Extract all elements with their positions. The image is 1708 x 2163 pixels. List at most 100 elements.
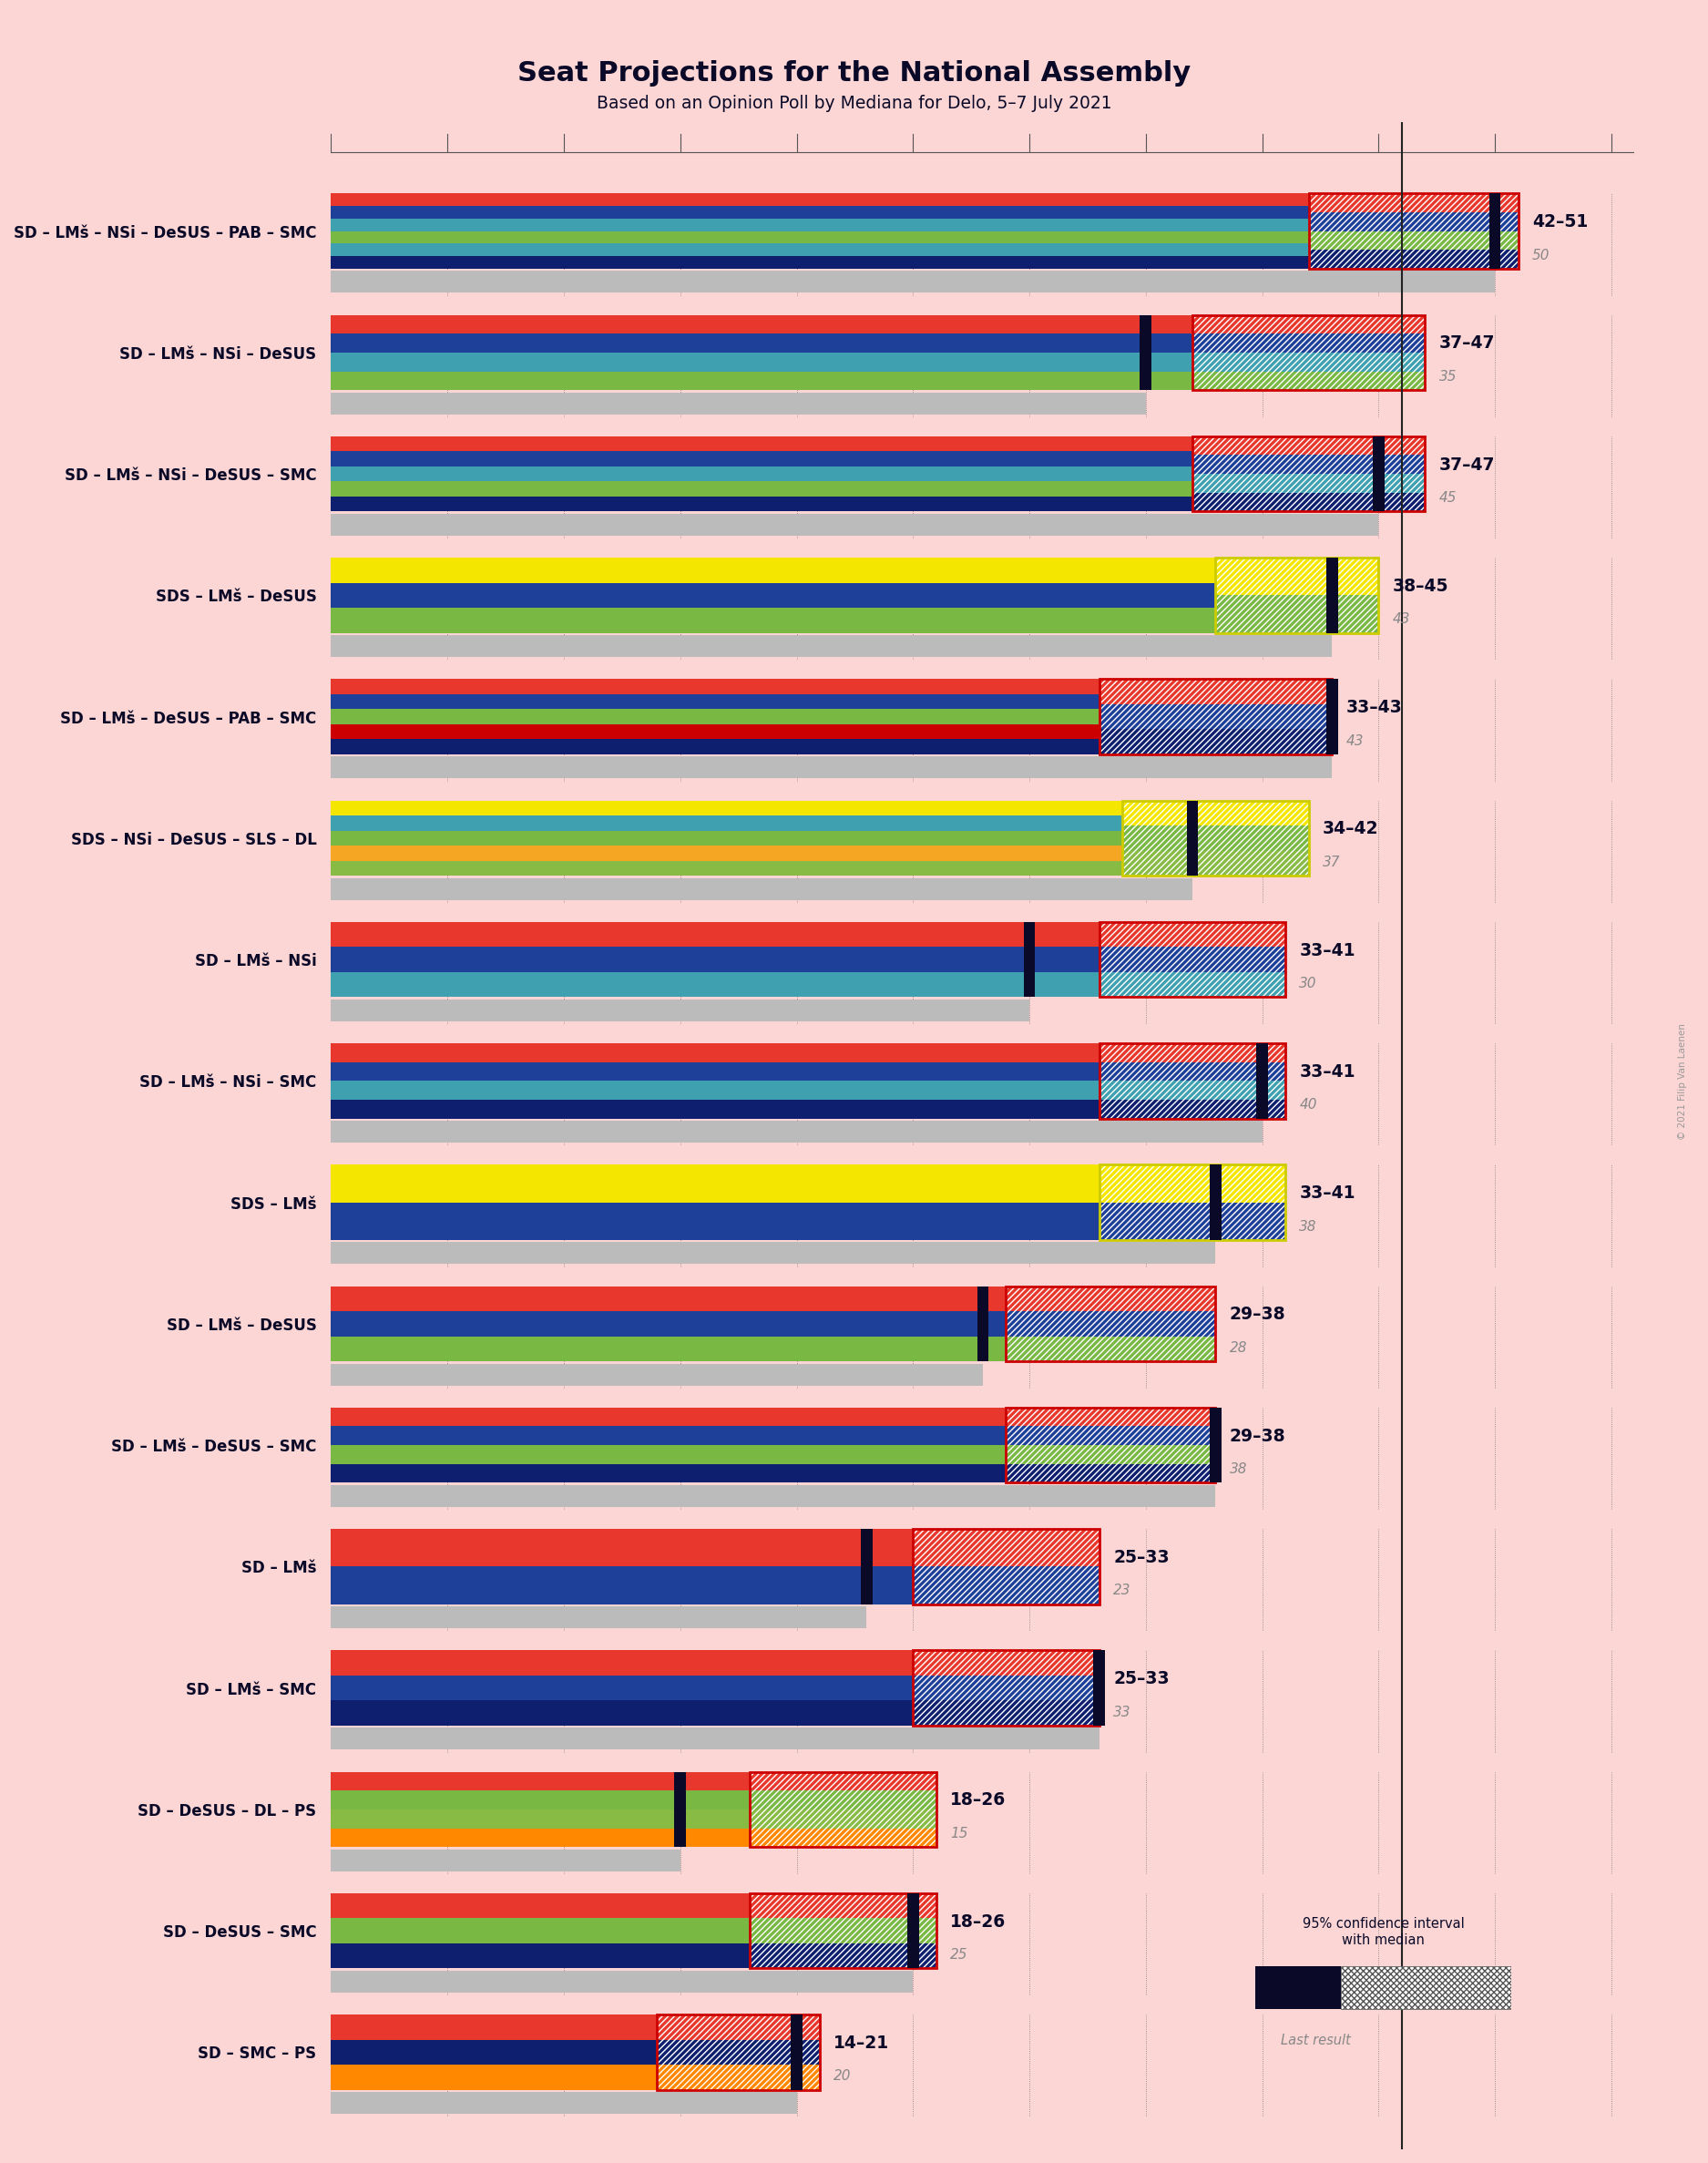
Bar [331, 831, 1122, 846]
Bar [1192, 437, 1424, 454]
Bar [331, 815, 1122, 831]
Bar [331, 1363, 982, 1386]
Bar [1100, 1082, 1286, 1099]
Bar [331, 1242, 1216, 1263]
Text: 18–26: 18–26 [950, 1912, 1006, 1929]
Text: 14–21: 14–21 [834, 2035, 890, 2053]
Text: 33–41: 33–41 [1300, 1185, 1356, 1203]
Bar [1100, 921, 1286, 947]
Bar [331, 1893, 750, 1919]
Bar [750, 1810, 936, 1828]
Bar [1192, 353, 1424, 372]
Bar [914, 1566, 1100, 1605]
Bar [1100, 705, 1332, 729]
Bar [1122, 800, 1308, 826]
Bar [1100, 1099, 1286, 1118]
Bar [331, 878, 1192, 900]
Bar [1139, 316, 1151, 389]
Bar [331, 1099, 1100, 1118]
Bar [1100, 1099, 1286, 1118]
Bar [1308, 193, 1518, 212]
Bar [1006, 1408, 1216, 1484]
Bar [1006, 1337, 1216, 1361]
Bar [331, 353, 1192, 372]
Text: 43: 43 [1392, 612, 1411, 627]
Text: 42–51: 42–51 [1532, 214, 1588, 231]
Bar [1006, 1408, 1216, 1425]
Bar [1006, 1408, 1216, 1425]
Bar [331, 1120, 1262, 1142]
Bar [1006, 1425, 1216, 1445]
Text: 28: 28 [1230, 1341, 1247, 1354]
Bar [1216, 595, 1378, 634]
Bar [1209, 1408, 1221, 1484]
Text: 38: 38 [1230, 1462, 1247, 1475]
Bar [331, 244, 1308, 255]
Bar [1100, 679, 1332, 705]
Bar [658, 2066, 820, 2089]
Bar [750, 1893, 936, 1919]
Bar [1192, 493, 1424, 510]
Bar [914, 1676, 1100, 1700]
Bar [331, 709, 1100, 725]
Text: 33–43: 33–43 [1346, 699, 1402, 716]
Text: Based on an Opinion Poll by Mediana for Delo, 5–7 July 2021: Based on an Opinion Poll by Mediana for … [596, 95, 1112, 112]
Bar [331, 2092, 796, 2113]
Bar [750, 1791, 936, 1810]
Bar [331, 467, 1192, 482]
Text: © 2021 Filip Van Laenen: © 2021 Filip Van Laenen [1677, 1023, 1688, 1140]
Bar [1325, 558, 1337, 634]
Bar [1100, 1043, 1286, 1062]
Bar [1308, 212, 1518, 231]
Text: 33–41: 33–41 [1300, 941, 1356, 958]
Bar [331, 437, 1192, 452]
Bar [331, 333, 1192, 353]
Bar [331, 1464, 1006, 1484]
Bar [331, 1337, 1006, 1361]
Bar [1006, 1425, 1216, 1445]
Bar [1192, 333, 1424, 353]
Text: 20: 20 [834, 2070, 852, 2083]
Bar [1100, 947, 1286, 971]
Bar [750, 1771, 936, 1791]
Bar [1100, 947, 1286, 971]
Bar [907, 1893, 919, 1968]
Bar [331, 2066, 658, 2089]
Bar [1122, 800, 1308, 826]
Bar [791, 2014, 803, 2089]
Bar [658, 2014, 820, 2040]
Text: 95% confidence interval
with median: 95% confidence interval with median [1303, 1916, 1464, 1947]
Bar [1122, 850, 1308, 876]
Bar [331, 725, 1100, 740]
Bar [331, 1607, 866, 1629]
Bar [331, 1970, 914, 1992]
Bar [331, 270, 1494, 292]
Bar [331, 757, 1332, 779]
Bar [914, 1650, 1100, 1676]
Bar [331, 1203, 1100, 1239]
Bar [750, 1771, 936, 1847]
Bar [1122, 800, 1308, 876]
Bar [914, 1650, 1100, 1726]
Bar [750, 1919, 936, 1942]
Text: Last result: Last result [1281, 2033, 1351, 2046]
Bar [1100, 921, 1286, 997]
Bar [331, 392, 1146, 413]
Bar [658, 2014, 820, 2089]
Bar [331, 636, 1332, 658]
Bar [331, 694, 1100, 709]
Bar [750, 1828, 936, 1847]
Bar [1216, 595, 1378, 634]
Bar [750, 1810, 936, 1828]
Bar [658, 2040, 820, 2066]
Bar [331, 1287, 1006, 1311]
Bar [331, 231, 1308, 244]
Bar [1192, 316, 1424, 389]
Bar [1257, 1043, 1267, 1118]
Bar [331, 971, 1100, 997]
Bar [331, 1445, 1006, 1464]
Bar [331, 558, 1216, 582]
Bar [1093, 1650, 1105, 1726]
Bar [331, 205, 1308, 218]
Bar [1006, 1445, 1216, 1464]
